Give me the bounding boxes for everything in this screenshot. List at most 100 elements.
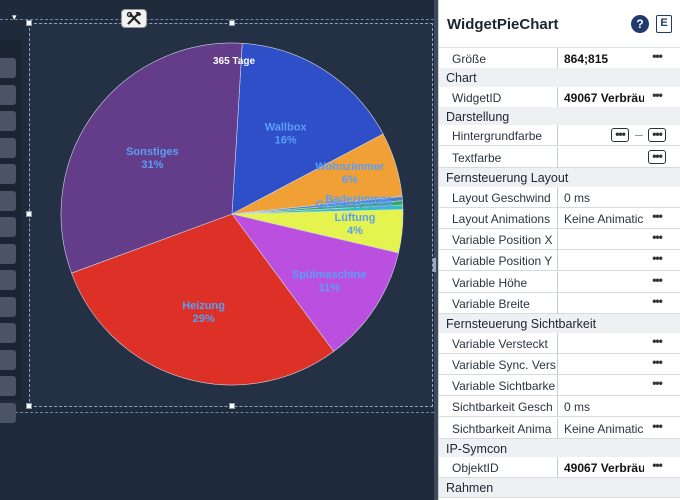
palette-tile[interactable] — [0, 111, 16, 131]
color-picker-icon[interactable]: ••• — [611, 128, 629, 142]
property-value[interactable]: 0 ms — [564, 191, 591, 205]
pie-slice — [60, 42, 243, 274]
palette-tile[interactable] — [0, 296, 16, 317]
color-range-dash — [635, 135, 643, 136]
property-row[interactable]: Hintergrundfarbe ••• ••• — [439, 125, 680, 146]
slice-percent: 31% — [141, 159, 163, 171]
dropdown-arrow-icon[interactable]: ▾ — [12, 12, 17, 22]
column-separator — [557, 87, 558, 108]
property-value[interactable]: 0 ms — [564, 400, 591, 414]
property-row[interactable]: Variable Sichtbarke ••• — [439, 375, 680, 396]
property-row[interactable]: Variable Versteckt ••• — [439, 333, 680, 354]
color-picker-icon[interactable]: ••• — [648, 128, 666, 142]
palette-tile[interactable] — [0, 376, 16, 396]
property-row[interactable]: Variable Breite ••• — [439, 293, 680, 314]
section-label: Darstellung — [446, 110, 510, 124]
property-row[interactable]: Layout Animations Keine Animatic ••• — [439, 208, 680, 229]
palette-tile[interactable] — [0, 402, 16, 423]
slice-label: Heizung — [182, 300, 225, 312]
wrench-hammer-icon[interactable] — [121, 9, 147, 28]
property-value[interactable]: 49067 Verbräu — [564, 461, 644, 475]
palette-tile[interactable] — [0, 243, 16, 264]
section-label: Fernsteuerung Layout — [446, 171, 569, 185]
section-header[interactable]: IP-Symcon — [439, 439, 680, 459]
panel-splitter[interactable] — [434, 0, 438, 500]
slice-label: Gefrierschrank — [316, 199, 395, 211]
property-row[interactable]: Variable Position X ••• — [439, 229, 680, 250]
property-row[interactable]: Größe 864;815 ••• — [439, 48, 680, 69]
section-label: Rahmen — [446, 481, 494, 495]
section-header[interactable]: Fernsteuerung Sichtbarkeit — [439, 314, 680, 334]
slice-percent: 4% — [347, 225, 363, 237]
more-options-icon[interactable]: ••• — [652, 419, 663, 433]
section-header[interactable]: Darstellung — [439, 107, 680, 127]
property-label: Variable Versteckt — [452, 337, 548, 351]
property-value[interactable]: 49067 Verbräu — [564, 91, 644, 105]
column-separator — [557, 375, 558, 396]
section-header[interactable]: Fernsteuerung Layout — [439, 168, 680, 188]
more-options-icon[interactable]: ••• — [652, 230, 663, 244]
property-label: Sichtbarkeit Anima — [452, 422, 552, 436]
panel-header: WidgetPieChart ? E — [439, 0, 680, 48]
resize-handle-bottom[interactable] — [229, 403, 235, 409]
slice-label: Sonstiges — [126, 146, 179, 158]
resize-handle-top[interactable] — [229, 20, 235, 26]
expert-mode-icon[interactable]: E — [656, 15, 672, 33]
column-separator — [557, 229, 558, 250]
more-options-icon[interactable]: ••• — [652, 458, 663, 472]
palette-tile[interactable] — [0, 323, 16, 343]
property-row[interactable]: Layout Geschwind 0 ms — [439, 187, 680, 208]
more-options-icon[interactable]: ••• — [652, 273, 663, 287]
property-row[interactable]: Variable Höhe ••• — [439, 272, 680, 293]
tools-glyph — [126, 11, 142, 25]
resize-handle-bottom-left[interactable] — [26, 403, 32, 409]
column-separator — [557, 354, 558, 375]
more-options-icon[interactable]: ••• — [652, 251, 663, 265]
slice-label: Wohnzimmer — [315, 161, 385, 173]
slice-percent: 11% — [318, 282, 340, 294]
property-row[interactable]: Sichtbarkeit Gesch 0 ms — [439, 396, 680, 417]
palette-tile[interactable] — [0, 164, 16, 184]
palette-tile[interactable] — [0, 270, 16, 290]
more-options-icon[interactable]: ••• — [652, 355, 663, 369]
property-label: Variable Breite — [452, 297, 530, 311]
widget-palette-strip — [0, 40, 22, 423]
palette-tile[interactable] — [0, 84, 16, 105]
more-options-icon[interactable]: ••• — [652, 334, 663, 348]
property-row[interactable]: Variable Position Y ••• — [439, 250, 680, 271]
property-row[interactable]: Textfarbe ••• — [439, 147, 680, 168]
property-row[interactable]: WidgetID 49067 Verbräu ••• — [439, 87, 680, 108]
property-label: Sichtbarkeit Gesch — [452, 400, 553, 414]
property-row[interactable]: ObjektID 49067 Verbräu ••• — [439, 457, 680, 478]
splitter-grip[interactable] — [433, 258, 436, 272]
property-value[interactable]: 864;815 — [564, 52, 609, 66]
palette-tile[interactable] — [0, 137, 16, 158]
slice-label: Spülmaschine — [292, 269, 367, 281]
property-value[interactable]: Keine Animatic — [564, 212, 644, 226]
palette-tile[interactable] — [0, 217, 16, 237]
slice-percent: 6% — [342, 174, 358, 186]
slice-label: Badezimmer — [325, 194, 391, 206]
more-options-icon[interactable]: ••• — [648, 150, 666, 164]
more-options-icon[interactable]: ••• — [652, 294, 663, 308]
pie-slice — [71, 213, 335, 386]
more-options-icon[interactable]: ••• — [652, 88, 663, 102]
column-separator — [557, 272, 558, 293]
resize-handle-top-left[interactable] — [26, 20, 32, 26]
property-row[interactable]: Sichtbarkeit Anima Keine Animatic ••• — [439, 418, 680, 439]
help-icon[interactable]: ? — [631, 15, 649, 33]
more-options-icon[interactable]: ••• — [652, 209, 663, 223]
widget-canvas[interactable]: ▾ Wallbox 16% Wohnzimmer 6% Badezimmer Gefrie… — [0, 0, 434, 500]
property-row[interactable]: Variable Sync. Vers ••• — [439, 354, 680, 375]
more-options-icon[interactable]: ••• — [652, 376, 663, 390]
section-header[interactable]: Chart — [439, 68, 680, 88]
palette-tile[interactable] — [0, 58, 16, 78]
palette-tile[interactable] — [0, 190, 16, 211]
section-header[interactable]: Rahmen — [439, 478, 680, 498]
column-separator — [557, 293, 558, 314]
property-value[interactable]: Keine Animatic — [564, 422, 644, 436]
resize-handle-left[interactable] — [26, 211, 32, 217]
palette-tile[interactable] — [0, 349, 16, 370]
more-options-icon[interactable]: ••• — [652, 49, 663, 63]
column-separator — [557, 418, 558, 439]
